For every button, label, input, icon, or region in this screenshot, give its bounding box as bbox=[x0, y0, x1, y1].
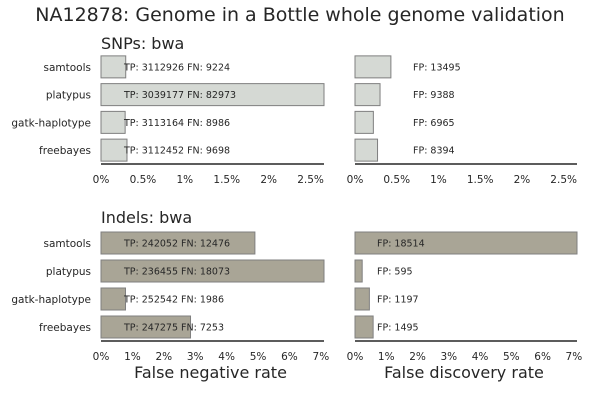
category-label: freebayes bbox=[39, 145, 91, 157]
x-tick-label: 2% bbox=[260, 174, 277, 186]
data-label: TP: 3039177 FN: 82973 bbox=[123, 90, 236, 101]
x-tick-label: 7% bbox=[313, 351, 330, 363]
category-label: platypus bbox=[46, 266, 91, 278]
x-tick-label: 1.5% bbox=[467, 174, 494, 186]
figure-title: NA12878: Genome in a Bottle whole genome… bbox=[35, 4, 564, 26]
category-label: gatk-haplotype bbox=[11, 117, 91, 129]
x-tick-label: 7% bbox=[566, 351, 583, 363]
x-tick-label: 4% bbox=[472, 351, 489, 363]
bar-gatk-haplotype bbox=[100, 287, 126, 311]
data-label: FP: 13495 bbox=[413, 62, 461, 73]
data-label: FP: 1495 bbox=[377, 323, 419, 334]
x-tick-label: 3% bbox=[440, 351, 457, 363]
x-tick-label: 1% bbox=[378, 351, 395, 363]
x-tick-label: 2% bbox=[409, 351, 426, 363]
bar-samtools bbox=[100, 55, 127, 79]
data-label: FP: 18514 bbox=[377, 239, 425, 250]
x-tick-label: 0.5% bbox=[130, 174, 157, 186]
data-label: TP: 252542 FN: 1986 bbox=[123, 295, 224, 306]
data-label: FP: 8394 bbox=[413, 146, 455, 157]
data-label: FP: 595 bbox=[377, 267, 413, 278]
bar-freebayes bbox=[100, 138, 128, 162]
data-label: TP: 3112926 FN: 9224 bbox=[123, 62, 230, 73]
x-tick-label: 2.5% bbox=[297, 174, 324, 186]
data-label: TP: 247275 FN: 7253 bbox=[123, 323, 224, 334]
bar-freebayes bbox=[354, 138, 379, 162]
category-label: freebayes bbox=[39, 322, 91, 334]
x-tick-label: 2% bbox=[155, 351, 172, 363]
bar-gatk-haplotype bbox=[354, 287, 370, 311]
panel-title: SNPs: bwa bbox=[101, 34, 184, 53]
x-tick-label: 1% bbox=[176, 174, 193, 186]
x-tick-label: 6% bbox=[534, 351, 551, 363]
category-label: samtools bbox=[44, 62, 92, 74]
category-label: platypus bbox=[46, 90, 91, 102]
x-axis-label: False negative rate bbox=[134, 363, 287, 382]
data-label: FP: 9388 bbox=[413, 90, 455, 101]
bar-gatk-haplotype bbox=[100, 110, 126, 134]
x-tick-label: 1.5% bbox=[213, 174, 240, 186]
x-tick-label: 0% bbox=[93, 351, 110, 363]
x-tick-label: 2% bbox=[514, 174, 531, 186]
bar-freebayes bbox=[354, 315, 374, 339]
x-tick-label: 0% bbox=[347, 174, 364, 186]
x-tick-label: 4% bbox=[218, 351, 235, 363]
data-label: FP: 6965 bbox=[413, 118, 455, 129]
bar-samtools bbox=[100, 231, 256, 255]
bar-platypus bbox=[354, 83, 381, 107]
x-tick-label: 1% bbox=[430, 174, 447, 186]
bar-platypus bbox=[100, 83, 325, 107]
bar-samtools bbox=[354, 231, 578, 255]
category-label: samtools bbox=[44, 238, 92, 250]
x-tick-label: 0.5% bbox=[383, 174, 410, 186]
x-tick-label: 0% bbox=[93, 174, 110, 186]
bar-samtools bbox=[354, 55, 392, 79]
x-tick-label: 0% bbox=[347, 351, 364, 363]
bar-platypus bbox=[100, 259, 325, 283]
bar-gatk-haplotype bbox=[354, 110, 374, 134]
data-label: FP: 1197 bbox=[377, 295, 419, 306]
chart-panels: SNPs: bwa TP: 3112926 FN: 9224 samtools TP:… bbox=[11, 34, 582, 382]
data-label: TP: 236455 FN: 18073 bbox=[123, 267, 230, 278]
x-tick-label: 6% bbox=[281, 351, 298, 363]
category-label: gatk-haplotype bbox=[11, 294, 91, 306]
data-label: TP: 3113164 FN: 8986 bbox=[123, 118, 230, 129]
x-tick-label: 3% bbox=[187, 351, 204, 363]
data-label: TP: 242052 FN: 12476 bbox=[123, 239, 230, 250]
bar-platypus bbox=[354, 259, 363, 283]
x-tick-label: 5% bbox=[503, 351, 520, 363]
x-tick-label: 2.5% bbox=[550, 174, 577, 186]
panel-title: Indels: bwa bbox=[101, 208, 192, 227]
bar-freebayes bbox=[100, 315, 192, 339]
x-tick-label: 1% bbox=[124, 351, 141, 363]
data-label: TP: 3112452 FN: 9698 bbox=[123, 146, 230, 157]
x-tick-label: 5% bbox=[250, 351, 267, 363]
x-axis-label: False discovery rate bbox=[384, 363, 544, 382]
